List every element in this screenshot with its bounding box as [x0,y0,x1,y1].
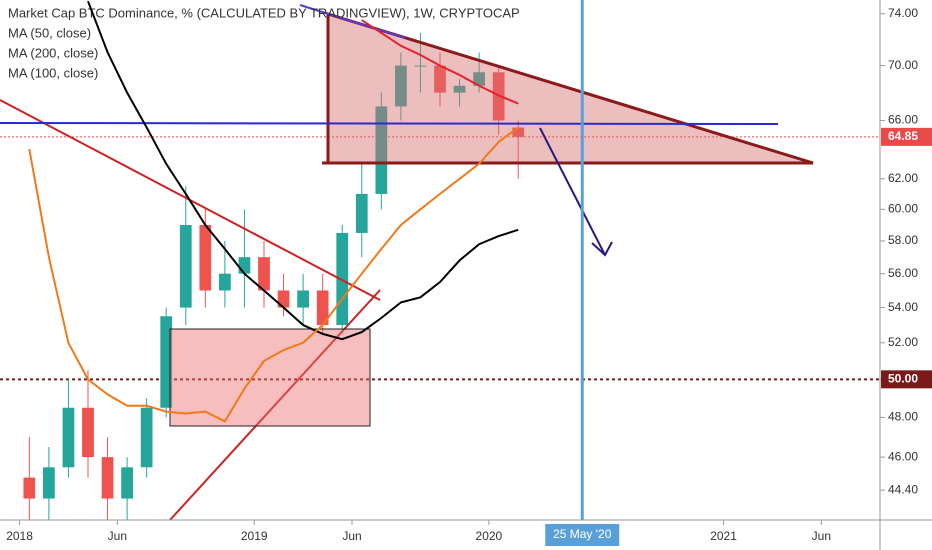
zone-box [169,328,371,427]
chart-title: Market Cap BTC Dominance, % (CALCULATED … [8,5,520,20]
candle-body [375,106,388,194]
date-tag [545,524,620,546]
candle-body [277,290,290,308]
candle-body [453,85,466,93]
horizontal-line [0,122,779,125]
ma-line [361,19,519,105]
y-tick-label: 70.00 [888,58,918,72]
ma-line [87,0,519,341]
x-tick-label: Jun [108,529,127,543]
candle-body [219,273,231,291]
candle-body [160,316,173,408]
candle-body [414,65,427,67]
y-tick-label: 46.00 [888,449,918,463]
candle-body [238,257,251,274]
candle-body [140,407,153,468]
arrow-head [591,241,613,257]
x-tick-label: Jun [812,529,831,543]
y-tick-label: 62.00 [888,171,918,185]
candle-body [473,72,485,86]
price-tag [881,370,932,389]
candle-body [395,65,407,107]
price-tag-label: 50.00 [888,372,918,386]
candle-body [336,232,349,326]
price-tag [881,127,932,146]
ma-line [28,126,519,423]
candle-body [297,290,309,308]
y-tick-label: 54.00 [888,300,918,314]
x-tick-label: 2018 [6,529,33,543]
legend-entry: MA (200, close) [8,45,98,60]
y-tick-label: 52.00 [888,335,918,349]
y-tick-label: 74.00 [888,6,918,20]
x-tick-label: Jun [342,529,361,543]
candle-body [512,127,525,137]
candle-body [258,257,270,291]
y-tick-label: 60.00 [888,202,918,216]
candle-body [23,477,36,499]
candle-body [316,290,329,326]
y-tick-label: 44.40 [888,482,918,496]
candle-body [82,407,94,458]
candle-body [121,467,133,499]
y-tick-label: 58.00 [888,233,918,247]
drawings [0,4,814,521]
date-tag-label: 25 May '20 [553,527,612,541]
candle-body [62,407,75,468]
trend-line [299,4,406,39]
y-tick-label: 48.00 [888,410,918,424]
price-tag-label: 64.85 [888,129,918,143]
trend-line [169,289,381,521]
legend-entry: MA (50, close) [8,25,91,40]
candle-body [355,193,368,233]
legend-entry: MA (100, close) [8,65,98,80]
y-tick-label: 66.00 [888,113,918,127]
candle-body [199,225,212,291]
triangle [326,11,814,165]
x-tick-label: 2019 [241,529,268,543]
arrow [539,127,606,256]
x-tick-label: 2020 [476,529,503,543]
y-tick-label: 56.00 [888,266,918,280]
candle-body [101,457,114,499]
candle-body [434,65,446,93]
candle-body [179,225,192,308]
candle-body [43,467,55,499]
x-tick-label: 2021 [710,529,737,543]
